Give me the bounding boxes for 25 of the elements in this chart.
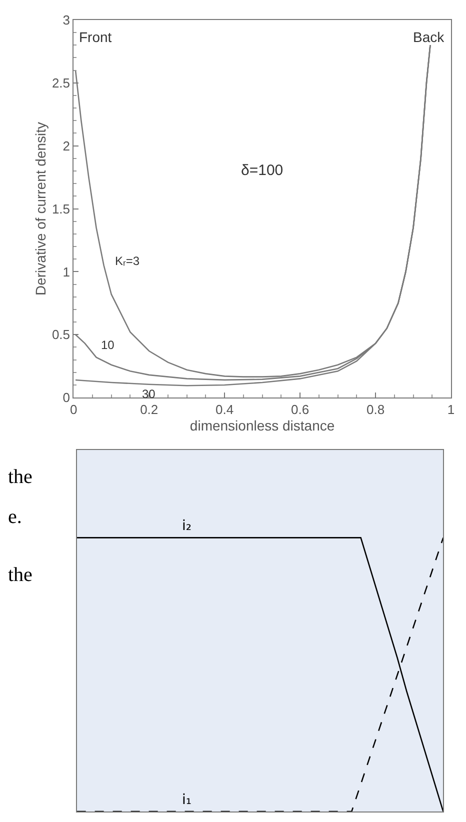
- annotation: Back: [413, 29, 446, 45]
- y-axis-title: Derivative of current density: [32, 122, 49, 296]
- x-axis-title: dimensionless distance: [190, 417, 335, 434]
- text: the: [8, 466, 33, 488]
- annotation: Front: [79, 29, 112, 45]
- y-tick-label: 1: [62, 264, 70, 280]
- x-tick-label: 0.8: [366, 402, 385, 418]
- y-tick-label: 1.5: [52, 201, 70, 216]
- series-label: i₂: [182, 518, 192, 534]
- y-tick-label: 0.5: [52, 327, 70, 342]
- y-tick-label: 2: [62, 138, 70, 154]
- series-label: i₁: [182, 792, 192, 808]
- y-tick-label: 2.5: [52, 75, 70, 90]
- x-tick-label: 0.2: [140, 402, 158, 418]
- x-tick-label: 0.6: [291, 402, 310, 418]
- x-tick-label: 0.4: [216, 402, 234, 418]
- x-tick-label: 1: [447, 402, 455, 418]
- annotation: δ=100: [241, 162, 284, 179]
- text: the: [8, 564, 33, 586]
- annotation: 30: [142, 387, 156, 401]
- annotation: Kᵣ=3: [115, 254, 140, 268]
- y-tick-label: 3: [62, 12, 70, 28]
- annotation: 10: [101, 338, 115, 352]
- y-tick-label: 0: [62, 390, 70, 406]
- text: e.: [8, 506, 22, 528]
